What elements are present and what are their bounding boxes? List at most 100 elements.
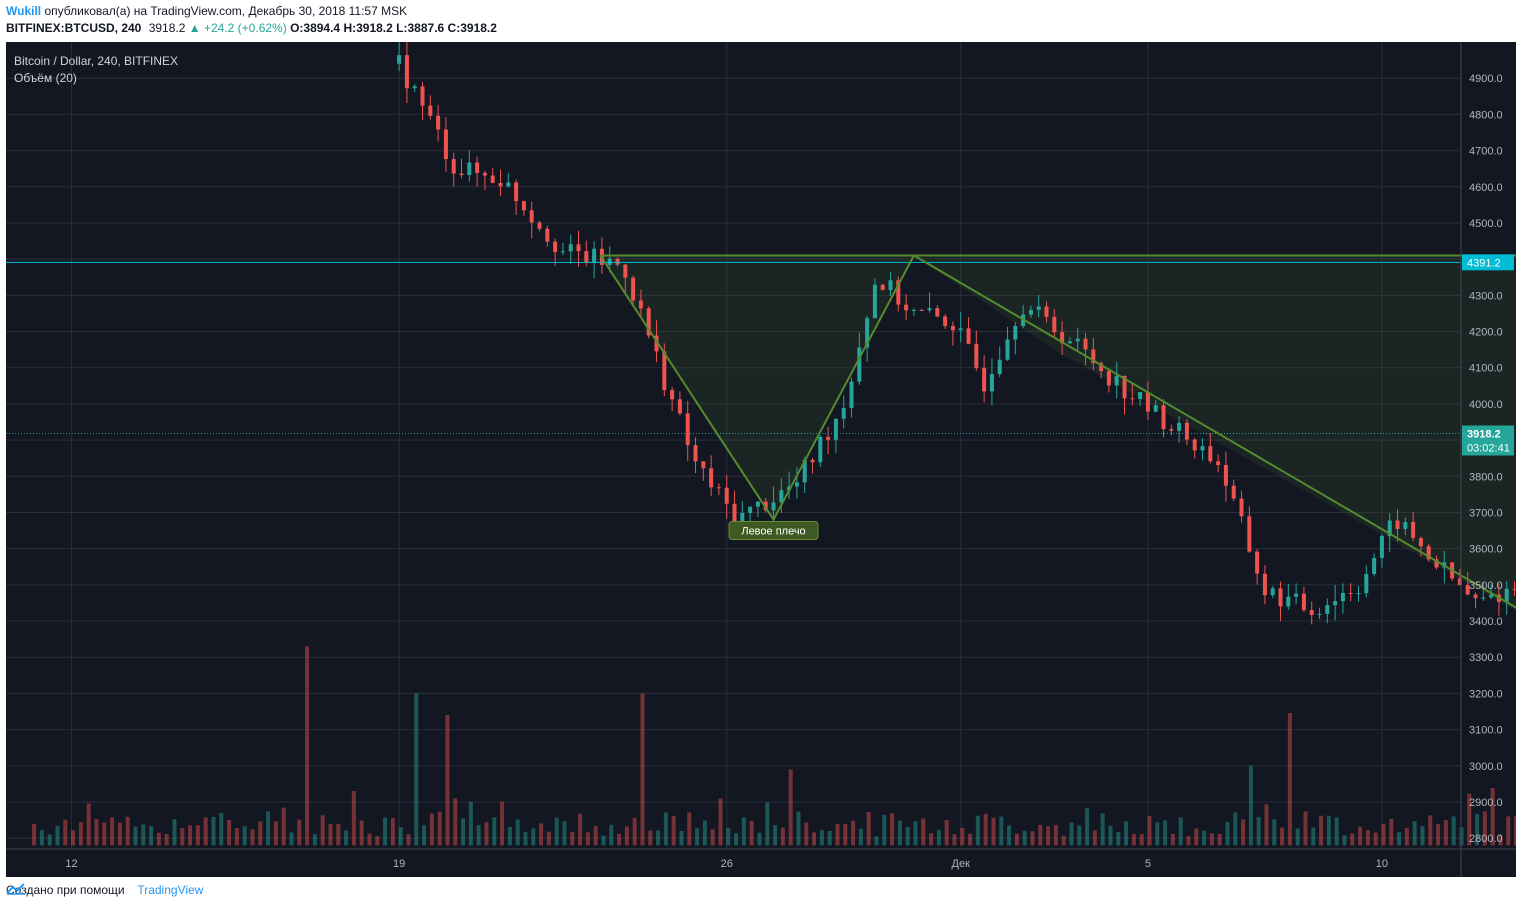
volume-bar xyxy=(757,832,762,846)
volume-bar xyxy=(523,832,528,846)
candle-body xyxy=(631,277,636,301)
candle-body xyxy=(904,304,909,311)
chart-panel[interactable]: Левое плечоГоловаПравое плечо12345abc12B… xyxy=(6,42,1516,877)
candle-body xyxy=(1122,375,1127,399)
candle-body xyxy=(1005,339,1010,360)
volume-bar xyxy=(1389,818,1394,846)
volume-bar xyxy=(78,822,83,846)
candle-body xyxy=(1200,446,1205,451)
volume-bar xyxy=(500,801,505,846)
candle-body xyxy=(1333,601,1338,606)
volume-bar xyxy=(1163,820,1168,846)
volume-bar xyxy=(656,830,661,846)
candle-body xyxy=(412,86,417,89)
volume-bar xyxy=(1053,824,1058,846)
low-value: L:3887.6 xyxy=(396,21,445,35)
x-tick-label: Дек xyxy=(952,858,971,870)
candle-body xyxy=(1067,341,1072,344)
candle-body xyxy=(958,328,963,331)
volume-bar xyxy=(640,693,645,846)
volume-bar xyxy=(1326,815,1331,846)
candle-body xyxy=(1504,588,1509,602)
candle-body xyxy=(670,390,675,400)
x-tick-label: 19 xyxy=(393,858,405,870)
candle-body xyxy=(677,399,682,414)
volume-bar xyxy=(913,821,918,846)
candle-body xyxy=(794,482,799,487)
candle-body xyxy=(724,487,729,504)
x-tick-label: 10 xyxy=(1376,858,1388,870)
volume-bar xyxy=(102,822,107,846)
volume-bar xyxy=(585,832,590,846)
candle-body xyxy=(662,351,667,391)
author-name[interactable]: Wukill xyxy=(6,4,42,18)
candle-body xyxy=(779,490,784,503)
volume-bar xyxy=(266,811,271,846)
symbol-name[interactable]: BITFINEX:BTCUSD, 240 xyxy=(6,21,142,35)
volume-bar xyxy=(1209,833,1214,846)
pattern-label-box xyxy=(728,521,819,541)
candle-body xyxy=(1153,405,1158,412)
volume-bar xyxy=(1264,804,1269,846)
price-change: +24.2 (+0.62%) xyxy=(203,21,287,35)
volume-bar xyxy=(273,821,278,846)
y-tick-label: 3200.0 xyxy=(1469,688,1503,700)
volume-bar xyxy=(874,836,879,846)
volume-bar xyxy=(960,827,965,846)
volume-bar xyxy=(1311,827,1316,846)
candle-body xyxy=(1223,465,1228,486)
volume-bar xyxy=(1358,826,1363,846)
candle-body xyxy=(443,129,448,160)
candle-body xyxy=(841,408,846,419)
candle-body xyxy=(607,258,612,265)
candle-body xyxy=(1091,349,1096,364)
volume-bar xyxy=(749,820,754,846)
y-tick-label: 3000.0 xyxy=(1469,761,1503,773)
volume-bar xyxy=(492,817,497,846)
candle-body xyxy=(1348,593,1353,595)
volume-bar xyxy=(211,816,216,846)
volume-bar xyxy=(55,825,60,846)
volume-bar xyxy=(921,818,926,846)
volume-bar xyxy=(936,829,941,846)
volume-bar xyxy=(1186,836,1191,846)
candle-body xyxy=(1216,461,1221,466)
candle-body xyxy=(872,284,877,319)
y-tick-label: 2800.0 xyxy=(1469,833,1503,845)
candle-body xyxy=(1512,588,1516,590)
volume-bar xyxy=(710,829,715,846)
volume-bar xyxy=(1248,765,1253,846)
candle-body xyxy=(1208,446,1213,462)
volume-bar xyxy=(1038,824,1043,846)
candle-body xyxy=(966,328,971,344)
volume-bar xyxy=(539,823,544,846)
volume-bar xyxy=(1342,835,1347,846)
x-tick-label: 26 xyxy=(721,858,733,870)
volume-bar xyxy=(336,823,341,846)
volume-bar xyxy=(1404,828,1409,846)
volume-bar xyxy=(1420,826,1425,846)
tradingview-brand[interactable]: TradingView xyxy=(137,883,204,897)
volume-bar xyxy=(1443,820,1448,846)
volume-bar xyxy=(1397,832,1402,846)
candle-body xyxy=(553,241,558,253)
volume-bar xyxy=(1334,817,1339,846)
candle-body xyxy=(1262,573,1267,596)
volume-bar xyxy=(250,829,255,846)
volume-bar xyxy=(1365,829,1370,846)
volume-bar xyxy=(648,830,653,846)
volume-bar xyxy=(422,825,427,846)
candle-body xyxy=(404,55,409,89)
indicator-label: Объём (20) xyxy=(14,71,77,85)
volume-bar xyxy=(398,827,403,846)
volume-bar xyxy=(1451,816,1456,846)
volume-bar xyxy=(882,814,887,846)
volume-bar xyxy=(437,811,442,846)
chart-svg[interactable]: Левое плечоГоловаПравое плечо12345abc12B… xyxy=(6,42,1516,877)
volume-bar xyxy=(999,816,1004,846)
candle-body xyxy=(865,318,870,348)
candle-body xyxy=(1379,535,1384,558)
volume-bar xyxy=(1194,828,1199,846)
publish-line: Wukill опубликовал(а) на TradingView.com… xyxy=(6,4,407,18)
candle-body xyxy=(482,172,487,176)
